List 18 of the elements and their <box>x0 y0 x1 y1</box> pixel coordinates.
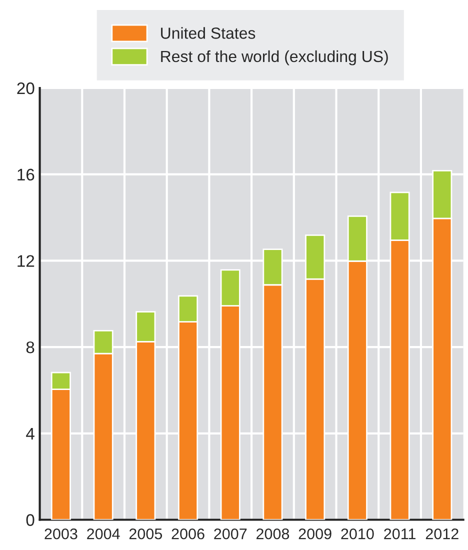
x-tick-label: 2006 <box>172 528 204 540</box>
x-tick-label: 2011 <box>384 528 416 540</box>
legend-label: Rest of the world (excluding US) <box>161 50 388 66</box>
y-tick-label: 20 <box>17 82 34 94</box>
x-tick-label: 2012 <box>426 528 458 540</box>
x-tick-label: 2007 <box>214 528 247 540</box>
x-tick-label: 2005 <box>129 528 162 540</box>
legend-label: United States <box>161 27 256 39</box>
y-tick-label: 12 <box>18 255 34 267</box>
x-tick-label: 2009 <box>298 528 332 540</box>
y-tick-label: 8 <box>26 341 34 354</box>
x-tick-label: 2004 <box>87 528 120 540</box>
y-tick-label: 16 <box>18 168 34 181</box>
y-tick-label: 0 <box>26 514 34 526</box>
x-tick-label: 2003 <box>44 528 78 540</box>
x-tick-label: 2010 <box>341 528 374 540</box>
x-tick-label: 2008 <box>256 528 290 540</box>
y-tick-label: 4 <box>26 428 34 440</box>
